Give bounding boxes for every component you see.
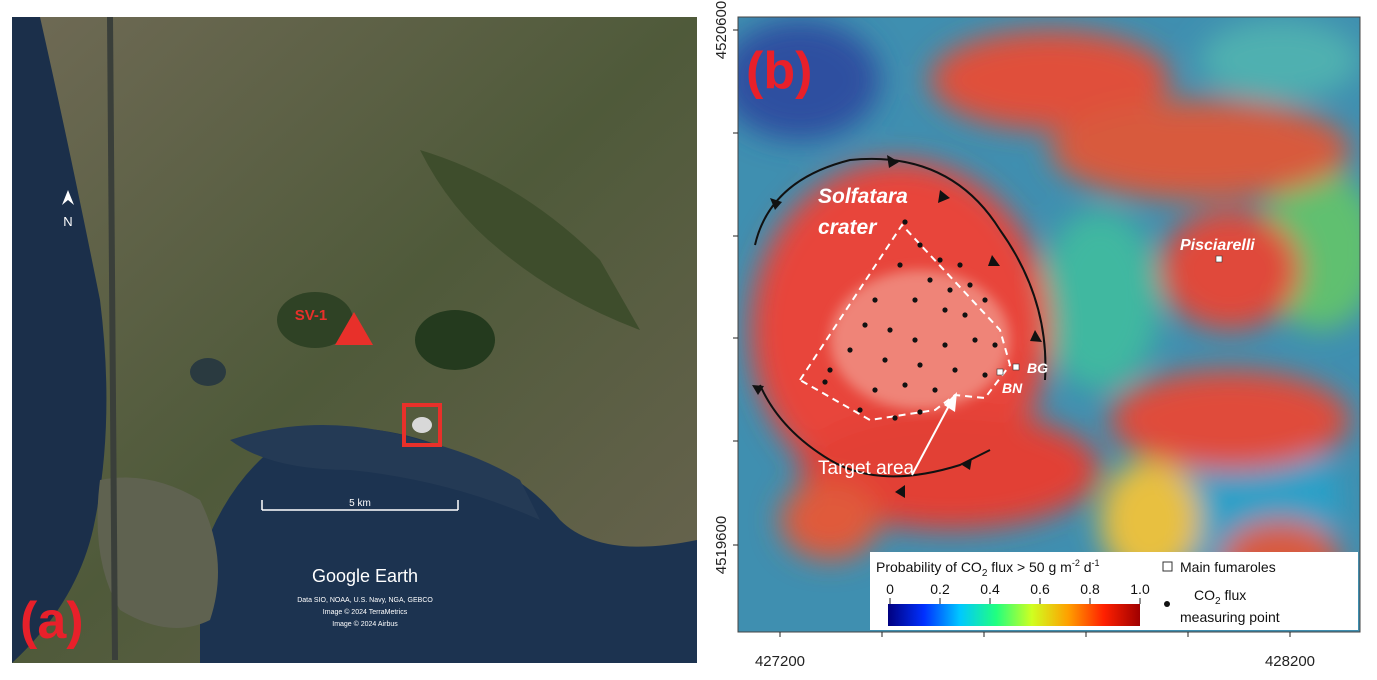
credit: Image © 2024 TerraMetrics: [323, 608, 408, 616]
colorbar-ticks: 0 0.2 0.4 0.6 0.8 1.0: [886, 581, 1150, 604]
colorbar-tick-label: 0: [886, 581, 894, 597]
legend-entry: measuring point: [1180, 609, 1280, 625]
crater-label: crater: [818, 216, 878, 239]
site-label: SV-1: [295, 307, 328, 324]
crater-label: Solfatara: [818, 185, 908, 208]
legend-entry: Main fumaroles: [1180, 559, 1276, 575]
colorbar-tick-label: 0.6: [1030, 581, 1050, 597]
satellite-image: [12, 17, 697, 663]
colorbar-tick-label: 0.2: [930, 581, 950, 597]
legend-title: Probability of CO2 flux > 50 g m-2 d-1: [876, 558, 1100, 579]
colorbar-tick-label: 0.8: [1080, 581, 1100, 597]
fumarole-label: BG: [1027, 360, 1048, 376]
x-tick-label: 428200: [1265, 653, 1315, 670]
axis-ticks: [733, 29, 1291, 637]
panel-label: (b): [746, 42, 812, 100]
scale-label: 5 km: [349, 498, 371, 509]
probability-map: [738, 17, 1360, 632]
colorbar-tick-label: 0.4: [980, 581, 1000, 597]
y-tick-label: 4520600: [713, 1, 730, 59]
fumarole-label: BN: [1002, 380, 1023, 396]
credit: Image © 2024 Airbus: [332, 620, 398, 628]
north-label: N: [63, 214, 72, 229]
y-tick-label: 4519600: [713, 516, 730, 574]
legend-entry: CO2 flux: [1194, 587, 1246, 607]
place-label: Pisciarelli: [1180, 237, 1255, 254]
colorbar-tick-label: 1.0: [1130, 581, 1150, 597]
target-label: Target area: [818, 458, 915, 479]
x-tick-label: 427200: [755, 653, 805, 670]
credit: Data SIO, NOAA, U.S. Navy, NGA, GEBCO: [297, 597, 433, 604]
brand: Google Earth: [312, 566, 418, 586]
panel-label: (a): [20, 592, 84, 650]
measuring-points: [822, 219, 998, 421]
